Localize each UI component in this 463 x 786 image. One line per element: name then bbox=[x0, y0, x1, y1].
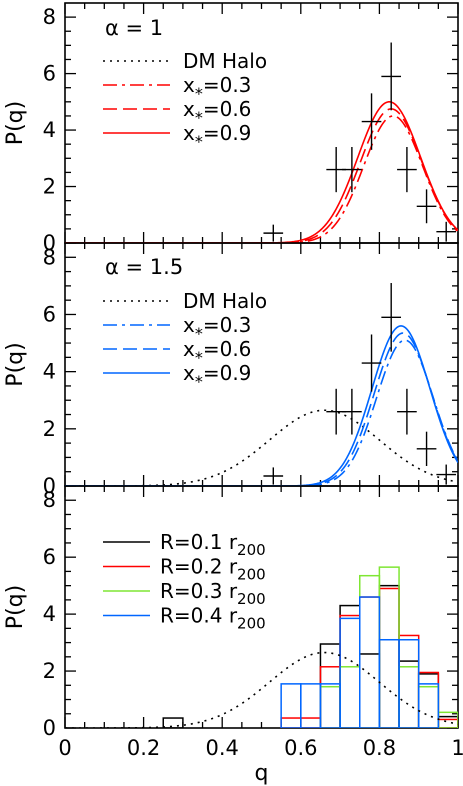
data-point bbox=[381, 283, 402, 352]
legend-label: x*=0.9 bbox=[183, 361, 251, 391]
y-tick-label: 4 bbox=[43, 360, 56, 384]
histogram-bar bbox=[280, 683, 302, 728]
histogram-bar bbox=[300, 683, 322, 728]
ticks bbox=[64, 243, 459, 487]
legend-label: x*=0.9 bbox=[183, 121, 251, 151]
histogram-bar bbox=[359, 574, 381, 728]
curve-x-0-3 bbox=[65, 115, 458, 243]
x-tick-label: 0.4 bbox=[205, 736, 238, 760]
histogram-bar bbox=[378, 587, 400, 728]
data-point bbox=[263, 224, 284, 242]
ticks bbox=[64, 3, 459, 244]
histogram-bar bbox=[339, 617, 361, 728]
data-point bbox=[263, 467, 284, 485]
curve-x-0-6 bbox=[65, 108, 458, 243]
panel-title: α = 1 bbox=[105, 16, 163, 40]
x-tick-label: 0 bbox=[58, 736, 71, 760]
y-tick-label: 0 bbox=[43, 716, 56, 740]
x-tick-label: 0.8 bbox=[363, 736, 396, 760]
y-tick-label: 0 bbox=[43, 474, 56, 498]
x-tick-label: 1 bbox=[451, 736, 463, 760]
legend-label: DM Halo bbox=[183, 49, 267, 73]
panel-bottom: 0 2 4 6 8 P(q) 0 0.2 0.4 0.6 0.8 1 q R=0.1 r200R=0.2 … bbox=[3, 485, 463, 786]
ticks bbox=[64, 486, 459, 729]
panel-title: α = 1.5 bbox=[105, 255, 183, 279]
histogram-bar bbox=[398, 666, 420, 728]
y-tick-label: 4 bbox=[43, 118, 56, 142]
data-point bbox=[397, 147, 417, 193]
data-point bbox=[381, 42, 402, 111]
y-axis-title: P(q) bbox=[3, 101, 28, 145]
histogram-bar bbox=[300, 717, 322, 728]
data-point bbox=[436, 464, 457, 485]
curve-x-0-3 bbox=[65, 339, 458, 486]
y-tick-label: 6 bbox=[43, 302, 56, 326]
histogram-bar bbox=[417, 671, 440, 728]
histogram-bar bbox=[417, 673, 440, 728]
histogram-bar bbox=[437, 718, 458, 728]
histogram-bar bbox=[437, 715, 458, 728]
histogram-bar bbox=[339, 614, 361, 728]
histogram-bar bbox=[398, 634, 420, 728]
y-axis-title: P(q) bbox=[3, 342, 28, 386]
histogram-bar bbox=[339, 666, 361, 728]
y-tick-label: 2 bbox=[43, 175, 56, 199]
data-point bbox=[416, 431, 437, 466]
data-point bbox=[436, 221, 457, 242]
histogram-bar bbox=[417, 683, 440, 728]
histogram-r-0-2-r200 bbox=[280, 587, 458, 728]
data-point bbox=[416, 189, 437, 224]
histogram-bar bbox=[319, 685, 341, 728]
y-tick-label: 6 bbox=[43, 545, 56, 569]
histogram-bar bbox=[378, 566, 400, 728]
histogram-bar bbox=[359, 596, 381, 728]
histogram-bar bbox=[319, 666, 341, 728]
y-axis-title: P(q) bbox=[3, 585, 28, 629]
histogram-bar bbox=[359, 653, 381, 728]
histogram-bar bbox=[417, 685, 440, 728]
histogram-bar bbox=[359, 596, 381, 728]
y-tick-label: 6 bbox=[43, 62, 56, 86]
curve-x-0-9 bbox=[65, 325, 458, 486]
data-point bbox=[342, 147, 362, 193]
x-axis-title: q bbox=[255, 761, 269, 786]
y-tick-label: 8 bbox=[43, 5, 56, 29]
x-tick-label: 0.6 bbox=[284, 736, 317, 760]
data-point bbox=[361, 93, 382, 150]
histogram-bar bbox=[378, 638, 400, 728]
data-point bbox=[342, 388, 362, 435]
histogram-bar bbox=[398, 660, 420, 728]
y-tick-label: 4 bbox=[43, 602, 56, 626]
curve-dm-halo bbox=[65, 409, 458, 486]
data-point bbox=[361, 334, 382, 392]
curve-x-0-6 bbox=[65, 332, 458, 486]
histogram-bar bbox=[162, 717, 184, 728]
histogram-bar bbox=[398, 638, 420, 728]
y-tick-label: 2 bbox=[43, 659, 56, 683]
plot-frame bbox=[64, 242, 459, 487]
panel-middle: 0 2 4 6 8 P(q) α = 1.5 DM Halox*=0.3x*=0.6x*=0.… bbox=[3, 242, 459, 498]
y-tick-label: 8 bbox=[43, 488, 56, 512]
histogram-bar bbox=[280, 717, 302, 728]
data-points bbox=[263, 283, 457, 485]
histogram-bar bbox=[319, 683, 341, 728]
y-tick-label: 8 bbox=[43, 245, 56, 269]
y-tick-label: 2 bbox=[43, 417, 56, 441]
histogram-r-0-4-r200 bbox=[280, 596, 440, 728]
histogram-bar bbox=[378, 584, 400, 728]
plot-area bbox=[65, 283, 458, 486]
curve-x-0-9 bbox=[65, 101, 458, 243]
data-point bbox=[397, 388, 417, 435]
histogram-r-0-3-r200 bbox=[319, 566, 458, 728]
x-tick-label: 0.2 bbox=[127, 736, 160, 760]
y-tick-label: 0 bbox=[43, 231, 56, 255]
plot-area bbox=[65, 566, 458, 728]
data-points bbox=[263, 42, 457, 242]
legend-label: DM Halo bbox=[183, 289, 267, 313]
